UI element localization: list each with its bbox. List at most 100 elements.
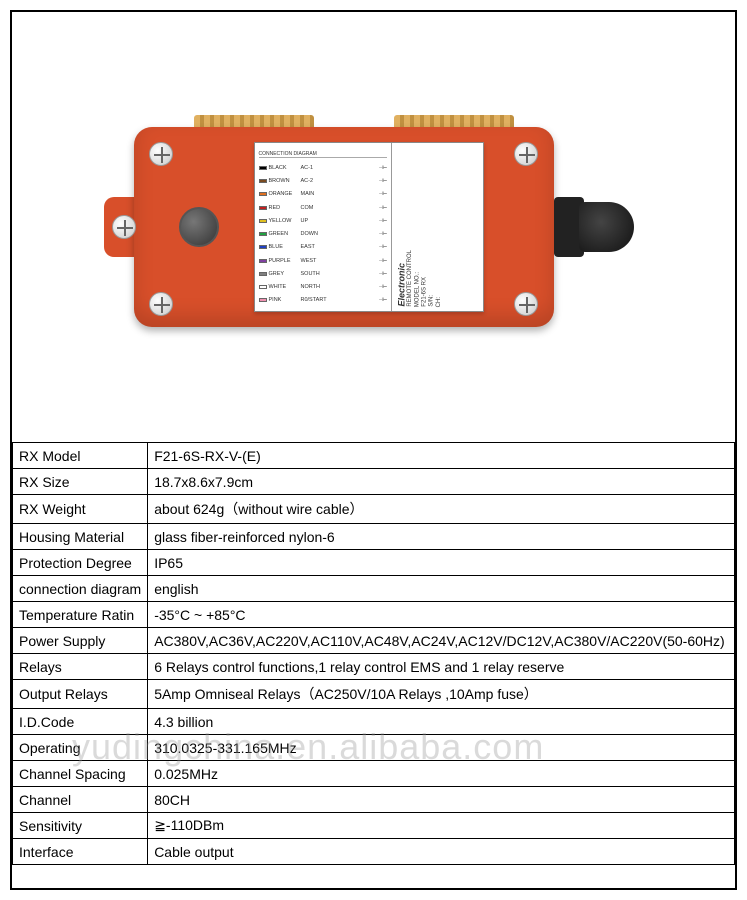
relay-symbol: ⊣⊢	[379, 271, 388, 277]
wire-color-name: BLUE	[269, 244, 299, 250]
wiring-row: GREYSOUTH⊣⊢	[259, 271, 388, 277]
spec-value: F21-6S-RX-V-(E)	[148, 443, 735, 469]
table-row: Housing Materialglass fiber-reinforced n…	[13, 524, 735, 550]
table-row: Channel Spacing0.025MHz	[13, 761, 735, 787]
spec-value: 80CH	[148, 787, 735, 813]
wiring-row: BLUEEAST⊣⊢	[259, 244, 388, 250]
spec-value: about 624g（without wire cable）	[148, 495, 735, 524]
wire-color-swatch	[259, 245, 267, 249]
wiring-row: PINKR0/START⊣⊢	[259, 297, 388, 303]
spec-key: connection diagram	[13, 576, 148, 602]
relay-symbol: ⊣⊢	[379, 258, 388, 264]
cable-gland	[554, 192, 634, 262]
table-row: InterfaceCable output	[13, 839, 735, 865]
table-row: Relays6 Relays control functions,1 relay…	[13, 654, 735, 680]
wire-color-swatch	[259, 219, 267, 223]
wiring-row: BLACKAC-1⊣⊢	[259, 165, 388, 171]
spec-key: Sensitivity	[13, 813, 148, 839]
label-model-key: MODEL NO.:	[414, 272, 420, 307]
screw-bl	[149, 292, 173, 316]
spec-value: -35°C ~ +85°C	[148, 602, 735, 628]
label-side-info: Electronic REMOTE CONTROL MODEL NO.: F21…	[391, 143, 482, 311]
wire-color-swatch	[259, 298, 267, 302]
spec-key: RX Weight	[13, 495, 148, 524]
spec-value: english	[148, 576, 735, 602]
wire-function: MAIN	[301, 191, 315, 197]
spec-key: RX Size	[13, 469, 148, 495]
wiring-row: PURPLEWEST⊣⊢	[259, 258, 388, 264]
wire-color-swatch	[259, 206, 267, 210]
relay-symbol: ⊣⊢	[379, 231, 388, 237]
table-row: connection diagramenglish	[13, 576, 735, 602]
wire-color-name: ORANGE	[269, 191, 299, 197]
table-row: Protection DegreeIP65	[13, 550, 735, 576]
spec-key: Relays	[13, 654, 148, 680]
spec-key: Protection Degree	[13, 550, 148, 576]
spec-value: 4.3 billion	[148, 709, 735, 735]
wire-function: AC-2	[301, 178, 314, 184]
wire-color-name: PINK	[269, 297, 299, 303]
spec-key: Power Supply	[13, 628, 148, 654]
wiring-row: ORANGEMAIN ⊣⊢	[259, 191, 388, 197]
spec-value: 6 Relays control functions,1 relay contr…	[148, 654, 735, 680]
wire-function: AC-1	[301, 165, 314, 171]
spec-key: RX Model	[13, 443, 148, 469]
spec-table: RX ModelF21-6S-RX-V-(E)RX Size18.7x8.6x7…	[12, 442, 735, 865]
wiring-row: WHITENORTH ⊣⊢	[259, 284, 388, 290]
table-row: Sensitivity≧-110DBm	[13, 813, 735, 839]
spec-value: AC380V,AC36V,AC220V,AC110V,AC48V,AC24V,A…	[148, 628, 735, 654]
screw-tl	[149, 142, 173, 166]
wire-color-name: YELLOW	[269, 218, 299, 224]
wire-color-swatch	[259, 232, 267, 236]
relay-symbol: ⊣⊢	[379, 191, 388, 197]
wire-color-swatch	[259, 192, 267, 196]
wire-function: EAST	[301, 244, 315, 250]
spec-value: IP65	[148, 550, 735, 576]
spec-value: ≧-110DBm	[148, 813, 735, 839]
wire-color-name: RED	[269, 205, 299, 211]
wiring-row: REDCOM ⊣⊢	[259, 205, 388, 211]
wire-color-swatch	[259, 166, 267, 170]
label-sn: S/N:	[429, 147, 436, 307]
label-brand: Electronic	[396, 147, 407, 307]
relay-symbol: ⊣⊢	[379, 284, 388, 290]
label-ch: CH:	[436, 147, 443, 307]
spec-key: Output Relays	[13, 680, 148, 709]
wire-color-swatch	[259, 272, 267, 276]
screw-tr	[514, 142, 538, 166]
table-row: Output Relays5Amp Omniseal Relays（AC250V…	[13, 680, 735, 709]
wire-function: COM	[301, 205, 314, 211]
relay-symbol: ⊣⊢	[379, 205, 388, 211]
gland-body	[579, 202, 634, 252]
wire-function: UP	[301, 218, 309, 224]
wire-color-name: BLACK	[269, 165, 299, 171]
wire-color-swatch	[259, 179, 267, 183]
table-row: RX ModelF21-6S-RX-V-(E)	[13, 443, 735, 469]
wire-color-swatch	[259, 259, 267, 263]
wiring-rows: CONNECTION DIAGRAMBLACKAC-1⊣⊢BROWNAC-2⊣⊢…	[255, 143, 392, 311]
table-row: Temperature Ratin-35°C ~ +85°C	[13, 602, 735, 628]
label-model-val: F21-6S RX	[421, 147, 428, 307]
table-row: Power SupplyAC380V,AC36V,AC220V,AC110V,A…	[13, 628, 735, 654]
wiring-row: GREENDOWN⊣⊢	[259, 231, 388, 237]
wire-color-name: WHITE	[269, 284, 299, 290]
wire-function: R0/START	[301, 297, 327, 303]
product-image-area: CONNECTION DIAGRAMBLACKAC-1⊣⊢BROWNAC-2⊣⊢…	[12, 12, 735, 442]
wiring-label: CONNECTION DIAGRAMBLACKAC-1⊣⊢BROWNAC-2⊣⊢…	[254, 142, 484, 312]
spec-value: glass fiber-reinforced nylon-6	[148, 524, 735, 550]
spec-value: 18.7x8.6x7.9cm	[148, 469, 735, 495]
spec-key: Interface	[13, 839, 148, 865]
wire-function: NORTH	[301, 284, 320, 290]
spec-value: 0.025MHz	[148, 761, 735, 787]
spec-value: 310.0325-331.165MHz	[148, 735, 735, 761]
wire-color-name: GREY	[269, 271, 299, 277]
device-illustration: CONNECTION DIAGRAMBLACKAC-1⊣⊢BROWNAC-2⊣⊢…	[94, 97, 654, 357]
wire-color-name: PURPLE	[269, 258, 299, 264]
document-frame: CONNECTION DIAGRAMBLACKAC-1⊣⊢BROWNAC-2⊣⊢…	[10, 10, 737, 890]
table-row: RX Size18.7x8.6x7.9cm	[13, 469, 735, 495]
screw-br	[514, 292, 538, 316]
wiring-row: YELLOWUP ⊣⊢	[259, 218, 388, 224]
spec-key: Housing Material	[13, 524, 148, 550]
relay-symbol: ⊣⊢	[379, 218, 388, 224]
wire-color-swatch	[259, 285, 267, 289]
